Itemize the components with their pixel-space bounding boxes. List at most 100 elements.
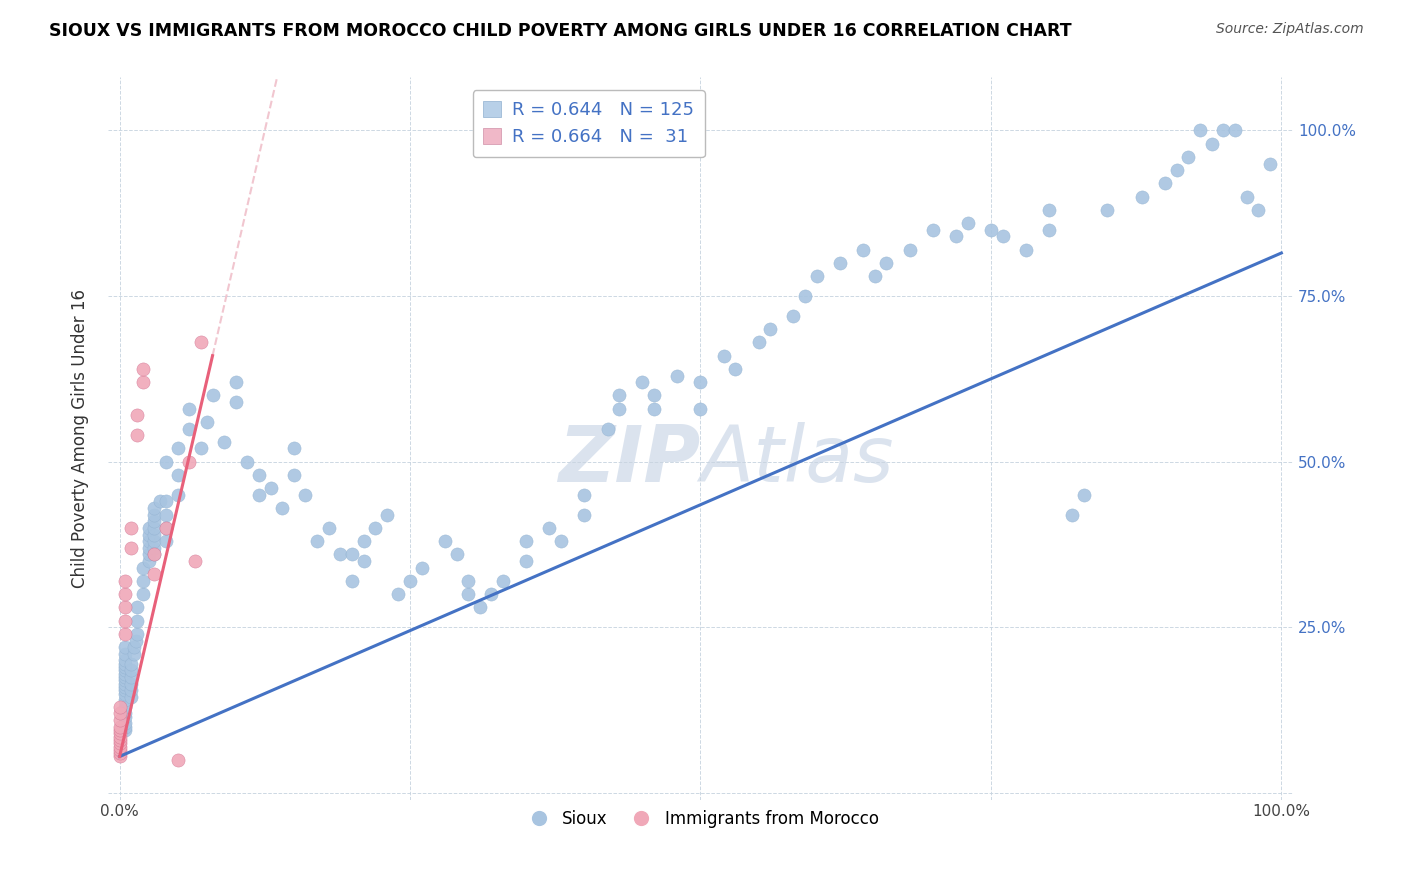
Point [108,730,131,744]
Point [166,488,188,502]
Point [155,455,177,469]
Point [143,567,166,582]
Point [399,574,422,588]
Point [1095,202,1118,217]
Point [318,521,340,535]
Point [125,409,148,423]
Point [283,467,305,482]
Point [114,587,136,601]
Point [921,223,943,237]
Point [108,720,131,734]
Point [120,683,142,698]
Point [1130,189,1153,203]
Point [179,421,201,435]
Point [155,521,177,535]
Point [1236,189,1258,203]
Point [138,541,160,555]
Point [247,467,270,482]
Text: Source: ZipAtlas.com: Source: ZipAtlas.com [1216,22,1364,37]
Legend: Sioux, Immigrants from Morocco: Sioux, Immigrants from Morocco [516,803,886,835]
Point [852,243,875,257]
Point [259,481,281,495]
Point [132,587,155,601]
Point [1223,123,1246,137]
Point [114,600,136,615]
Point [1166,163,1188,178]
Point [643,388,665,402]
Point [294,488,316,502]
Point [1258,156,1281,170]
Point [283,442,305,456]
Point [1015,243,1038,257]
Point [689,401,711,416]
Point [724,362,747,376]
Point [364,521,387,535]
Point [125,600,148,615]
Point [143,548,166,562]
Point [479,587,502,601]
Point [149,494,172,508]
Point [122,640,145,655]
Point [114,683,136,698]
Point [195,415,218,429]
Point [143,501,166,516]
Point [143,548,166,562]
Point [120,670,142,684]
Point [1073,488,1095,502]
Point [353,534,375,549]
Point [340,548,363,562]
Point [132,362,155,376]
Point [138,521,160,535]
Point [120,521,142,535]
Point [828,256,851,270]
Point [125,627,148,641]
Point [108,746,131,760]
Point [956,216,979,230]
Point [122,647,145,661]
Point [596,421,619,435]
Point [114,693,136,707]
Point [120,676,142,690]
Point [550,534,572,549]
Point [340,574,363,588]
Point [114,640,136,655]
Point [114,660,136,674]
Point [212,434,235,449]
Point [114,574,136,588]
Point [143,514,166,528]
Point [125,633,148,648]
Point [468,600,491,615]
Point [806,269,828,284]
Point [271,501,294,516]
Point [125,428,148,442]
Point [225,395,247,409]
Point [114,664,136,678]
Point [120,664,142,678]
Point [143,541,166,555]
Point [607,388,630,402]
Point [991,229,1014,244]
Point [114,709,136,723]
Point [574,488,596,502]
Text: ZIP: ZIP [558,422,700,498]
Point [457,574,479,588]
Point [748,335,770,350]
Point [1038,223,1060,237]
Point [114,670,136,684]
Point [108,739,131,754]
Point [225,375,247,389]
Point [155,494,177,508]
Point [794,289,817,303]
Point [433,534,456,549]
Point [1177,150,1199,164]
Point [138,534,160,549]
Point [1038,202,1060,217]
Point [108,749,131,764]
Point [179,455,201,469]
Point [980,223,1002,237]
Point [114,647,136,661]
Point [607,401,630,416]
Y-axis label: Child Poverty Among Girls Under 16: Child Poverty Among Girls Under 16 [72,289,89,588]
Point [1154,177,1177,191]
Point [108,732,131,747]
